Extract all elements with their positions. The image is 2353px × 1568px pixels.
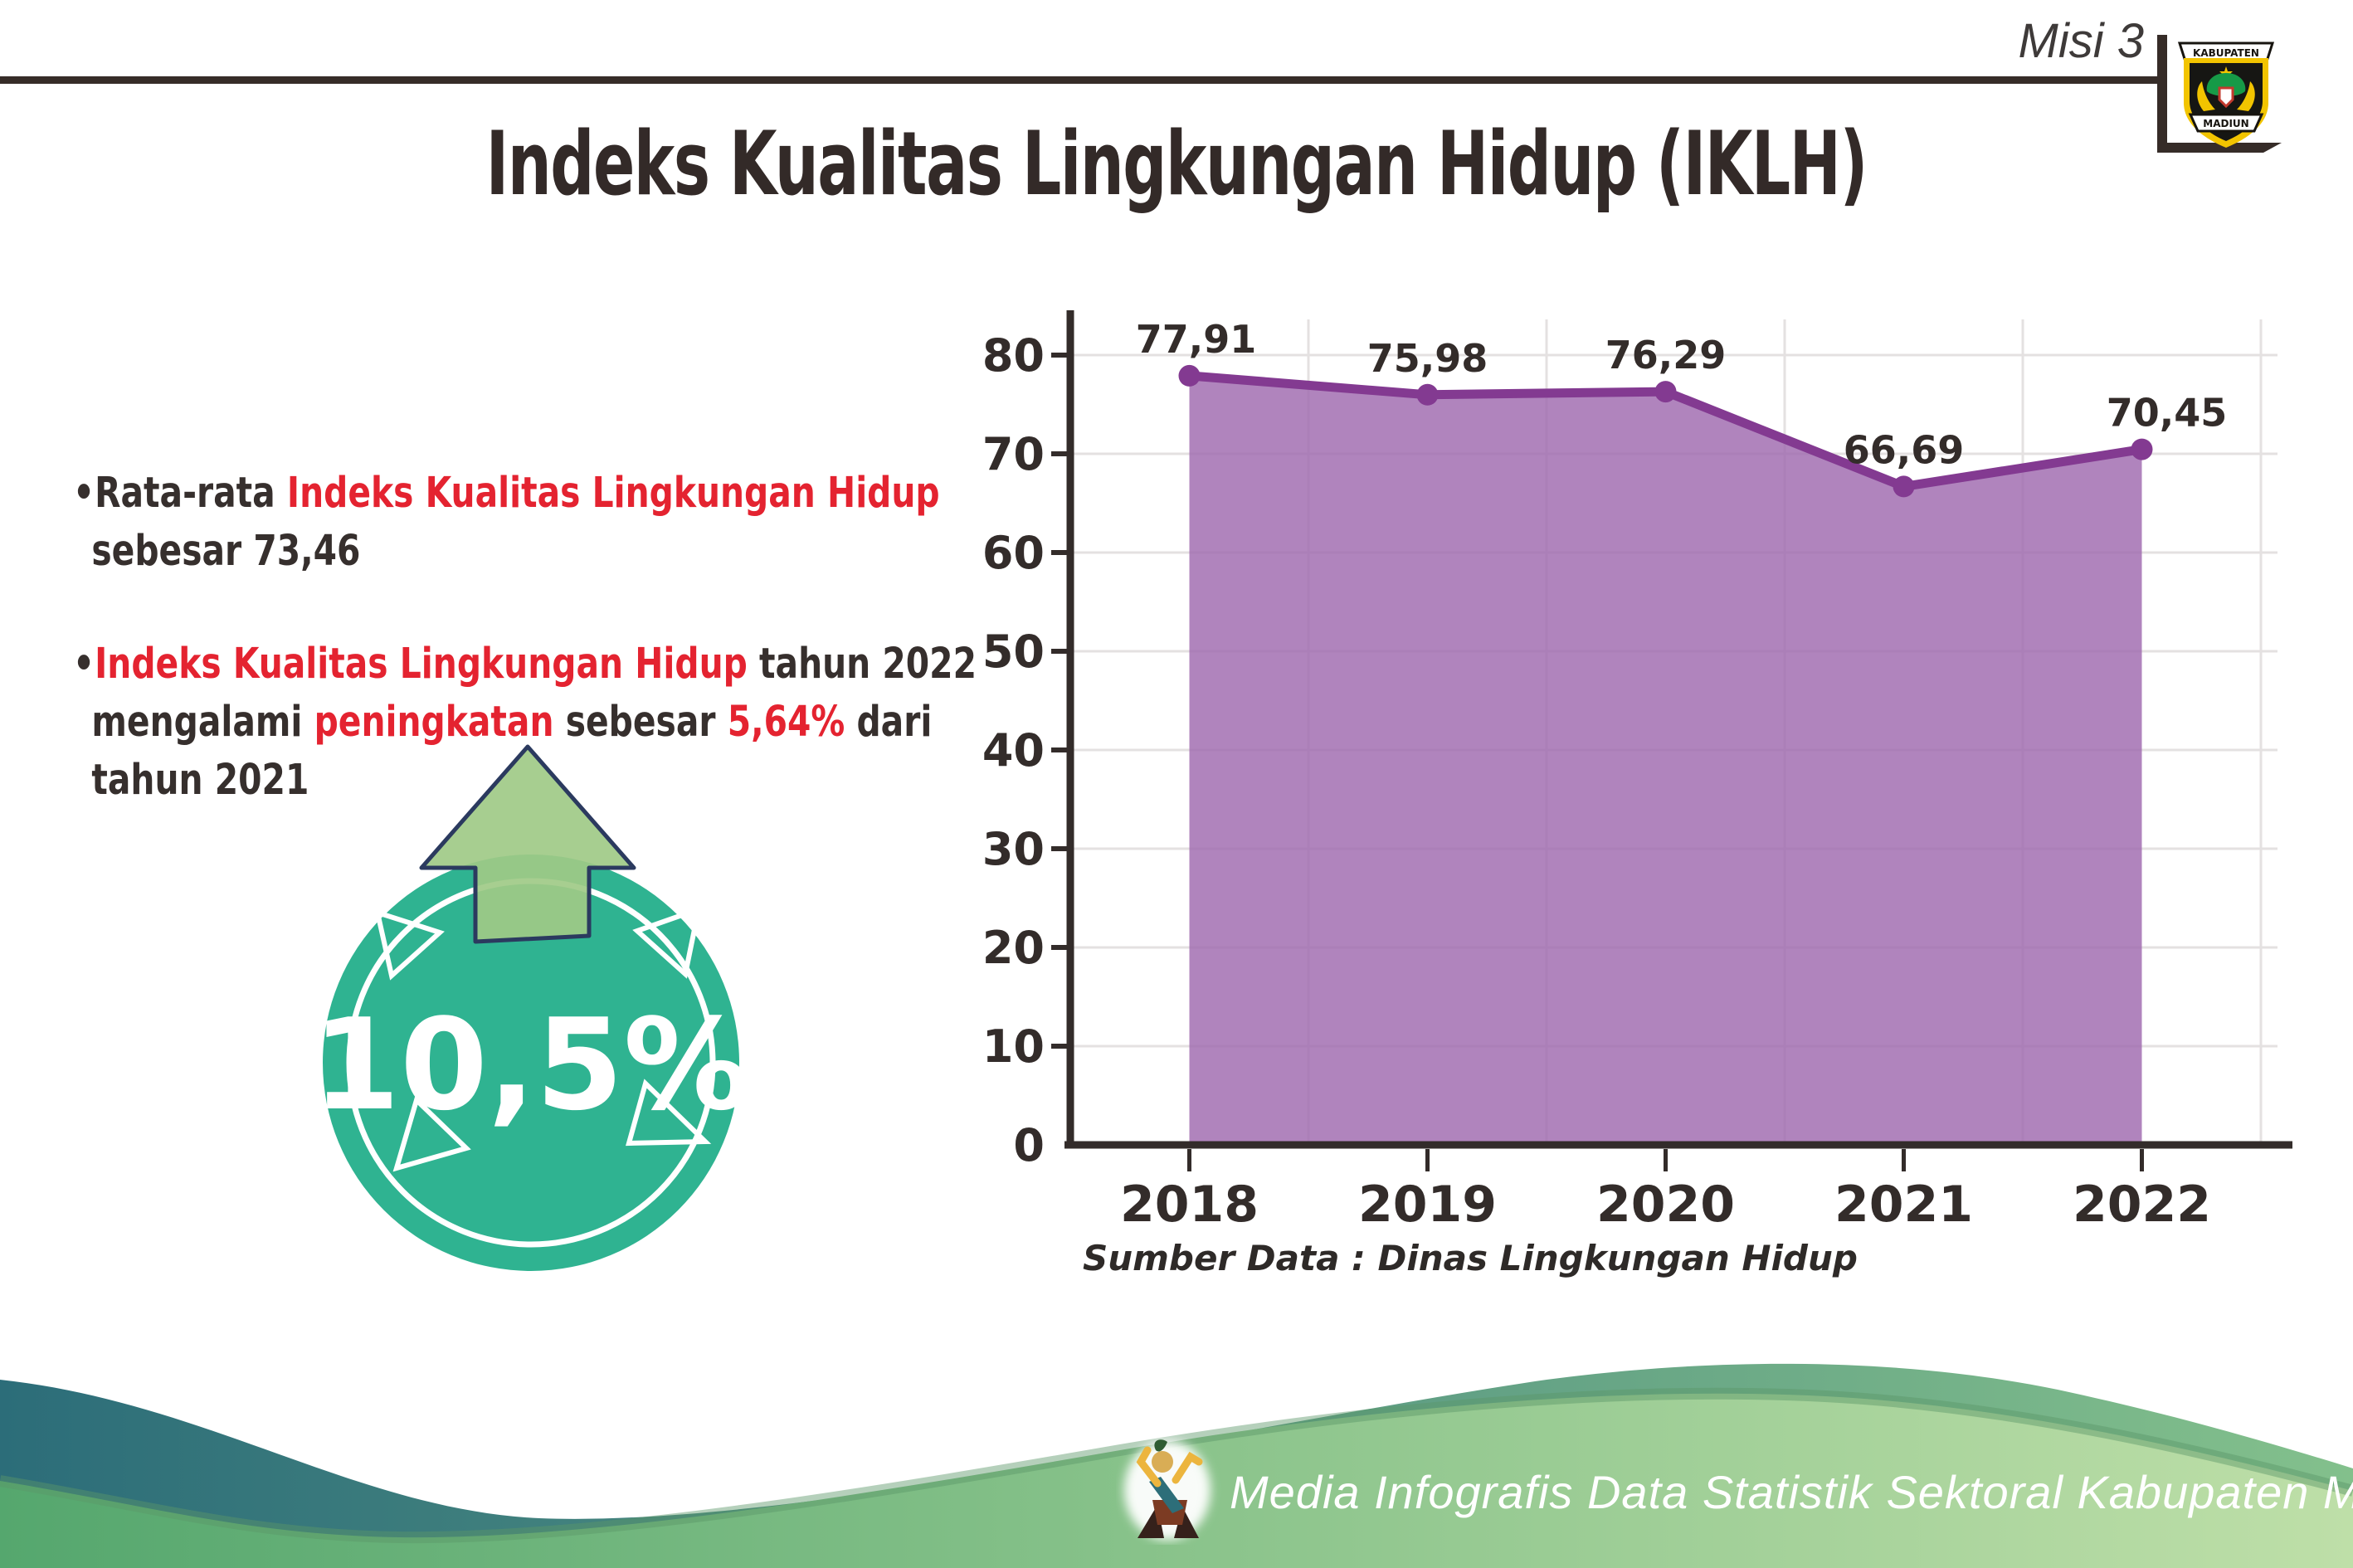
logo-bottom-text: MADIUN [2203,118,2248,129]
insight-bullet-increase: •Indeks Kualitas Lingkungan Hidup tahun … [73,640,977,805]
svg-text:30: 30 [983,823,1045,875]
svg-text:77,91: 77,91 [1136,317,1257,362]
insight-text-block: •Rata-rata Indeks Kualitas Lingkungan Hi… [73,465,1055,864]
misi-label: Misi 3 [2018,14,2144,68]
logo-corner-frame [2157,35,2282,153]
svg-text:76,29: 76,29 [1605,333,1727,377]
svg-text:70,45: 70,45 [2107,391,2228,436]
svg-text:2022: 2022 [2073,1176,2211,1234]
svg-text:2021: 2021 [1834,1176,1973,1234]
svg-text:20: 20 [983,922,1045,974]
footer-credit-text: Media Infografis Data Statistik Sektoral… [1230,1466,2353,1518]
iklh-area-chart: 77,91 75,98 76,29 66,69 70,45 0 10 20 30 40 50 60 70… [983,310,2292,1234]
svg-text:10: 10 [983,1020,1045,1073]
svg-text:60: 60 [983,527,1045,579]
insight-bullet-average: •Rata-rata Indeks Kualitas Lingkungan Hi… [73,469,940,576]
svg-text:2020: 2020 [1596,1176,1735,1234]
badge-sparkle-triangles [373,905,712,1172]
svg-text:40: 40 [983,724,1045,777]
bullet-marker: • [73,469,95,518]
svg-text:70: 70 [983,428,1045,480]
increase-badge: 10,5% [312,744,750,1271]
svg-text:66,69: 66,69 [1844,427,1965,472]
mascot-dancer-icon [1124,1439,1211,1540]
badge-value: 10,5% [312,991,749,1138]
badge-circle [323,855,739,1271]
bullet-marker: • [73,640,95,689]
svg-text:75,98: 75,98 [1367,336,1488,381]
chart-source-note: Sumber Data : Dinas Lingkungan Hidup [1083,1238,1858,1278]
up-arrow-icon [419,744,636,944]
svg-text:2018: 2018 [1120,1176,1259,1234]
svg-text:2019: 2019 [1358,1176,1497,1234]
page-title: Indeks Kualitas Lingkungan Hidup (IKLH) [485,113,1868,215]
kabupaten-madiun-logo: KABUPATEN MADIUN [2177,41,2275,148]
svg-text:50: 50 [983,626,1045,678]
svg-text:0: 0 [1013,1119,1045,1171]
svg-text:80: 80 [983,329,1045,382]
wave-edge-line [0,1387,2353,1544]
header-rule [0,76,2167,84]
logo-top-text: KABUPATEN [2193,47,2259,59]
